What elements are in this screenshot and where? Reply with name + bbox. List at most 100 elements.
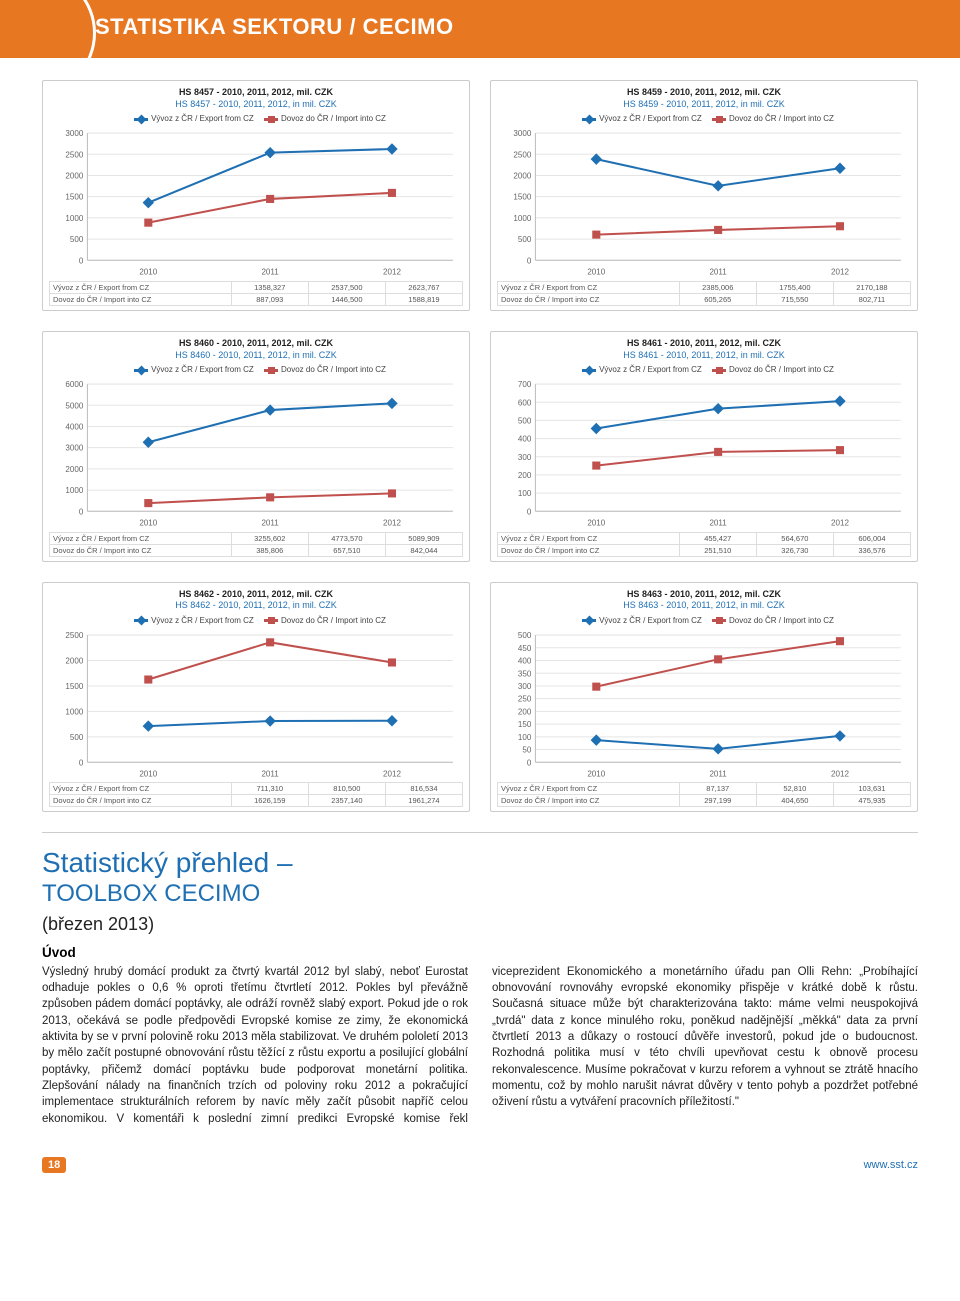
import-cell: 605,265 [679,293,756,305]
article-body: Výsledný hrubý domácí produkt za čtvrtý … [42,964,918,1127]
chart-title-black: HS 8461 - 2010, 2011, 2012, mil. CZK [497,338,911,350]
import-cell: 1446,500 [308,293,385,305]
svg-text:50: 50 [522,746,531,755]
legend-swatch-import [264,369,278,372]
chart-plot: 050010001500200025003000 201020112012 [497,127,911,278]
article-subtitle: TOOLBOX CECIMO [42,880,918,908]
export-row-label: Vývoz z ČR / Export from CZ [50,281,232,293]
svg-text:300: 300 [518,682,532,691]
svg-text:2500: 2500 [513,151,531,160]
svg-text:200: 200 [518,471,532,480]
import-cell: 802,711 [833,293,910,305]
svg-text:2011: 2011 [709,268,727,277]
chart-title-black: HS 8463 - 2010, 2011, 2012, mil. CZK [497,589,911,601]
svg-text:150: 150 [518,720,532,729]
chart-data-table: Vývoz z ČR / Export from CZ455,427564,67… [497,532,911,557]
header-band: STATISTIKA SEKTORU / CECIMO [0,0,960,58]
chart-data-table: Vývoz z ČR / Export from CZ87,13752,8101… [497,782,911,807]
chart-box-HS-8460: HS 8460 - 2010, 2011, 2012, mil. CZK HS … [42,331,470,562]
svg-text:2012: 2012 [383,519,401,528]
export-cell: 5089,909 [385,532,462,544]
export-row-label: Vývoz z ČR / Export from CZ [50,532,232,544]
import-row-label: Dovoz do ČR / Import into CZ [50,544,232,556]
svg-text:0: 0 [79,758,84,767]
import-cell: 715,550 [756,293,833,305]
svg-text:500: 500 [518,417,532,426]
footer-site: www.sst.cz [864,1159,918,1171]
page-number: 18 [42,1157,66,1173]
svg-text:450: 450 [518,644,532,653]
export-cell: 711,310 [231,783,308,795]
chart-titles: HS 8461 - 2010, 2011, 2012, mil. CZK HS … [497,338,911,361]
svg-text:300: 300 [518,453,532,462]
chart-title-black: HS 8462 - 2010, 2011, 2012, mil. CZK [49,589,463,601]
chart-title-blue: HS 8460 - 2010, 2011, 2012, in mil. CZK [49,350,463,362]
svg-text:400: 400 [518,657,532,666]
chart-title-black: HS 8460 - 2010, 2011, 2012, mil. CZK [49,338,463,350]
import-cell: 404,650 [756,795,833,807]
chart-data-table: Vývoz z ČR / Export from CZ711,310810,50… [49,782,463,807]
import-row-label: Dovoz do ČR / Import into CZ [498,544,680,556]
legend-swatch-export [582,369,596,372]
svg-text:1000: 1000 [65,707,83,716]
export-cell: 455,427 [679,532,756,544]
svg-text:2012: 2012 [831,268,849,277]
chart-box-HS-8462: HS 8462 - 2010, 2011, 2012, mil. CZK HS … [42,582,470,813]
chart-legend: Vývoz z ČR / Export from CZ Dovoz do ČR … [49,114,463,123]
svg-text:500: 500 [518,235,532,244]
chart-title-blue: HS 8457 - 2010, 2011, 2012, in mil. CZK [49,99,463,111]
export-cell: 4773,570 [308,532,385,544]
chart-data-table: Vývoz z ČR / Export from CZ3255,6024773,… [49,532,463,557]
svg-text:700: 700 [518,380,532,389]
chart-legend: Vývoz z ČR / Export from CZ Dovoz do ČR … [497,616,911,625]
svg-text:2010: 2010 [587,769,605,778]
svg-text:200: 200 [518,707,532,716]
svg-text:4000: 4000 [65,423,83,432]
chart-title-blue: HS 8463 - 2010, 2011, 2012, in mil. CZK [497,600,911,612]
svg-text:1500: 1500 [65,682,83,691]
export-cell: 52,810 [756,783,833,795]
svg-text:600: 600 [518,398,532,407]
svg-text:2000: 2000 [65,465,83,474]
svg-text:2012: 2012 [383,769,401,778]
chart-data-table: Vývoz z ČR / Export from CZ2385,0061755,… [497,281,911,306]
svg-text:0: 0 [527,758,532,767]
chart-plot: 0100020003000400050006000 201020112012 [49,378,463,529]
footer: 18 www.sst.cz [0,1147,960,1187]
export-cell: 1358,327 [231,281,308,293]
import-cell: 842,044 [385,544,462,556]
export-cell: 2385,006 [679,281,756,293]
svg-text:1500: 1500 [65,193,83,202]
chart-title-blue: HS 8461 - 2010, 2011, 2012, in mil. CZK [497,350,911,362]
export-cell: 103,631 [833,783,910,795]
chart-box-HS-8461: HS 8461 - 2010, 2011, 2012, mil. CZK HS … [490,331,918,562]
legend-swatch-import [264,118,278,121]
export-cell: 2623,767 [385,281,462,293]
chart-title-blue: HS 8459 - 2010, 2011, 2012, in mil. CZK [497,99,911,111]
export-cell: 810,500 [308,783,385,795]
svg-text:2012: 2012 [831,519,849,528]
chart-title-blue: HS 8462 - 2010, 2011, 2012, in mil. CZK [49,600,463,612]
chart-plot: 050100150200250300350400450500 201020112… [497,629,911,780]
import-cell: 1961,274 [385,795,462,807]
svg-text:1500: 1500 [513,193,531,202]
chart-box-HS-8457: HS 8457 - 2010, 2011, 2012, mil. CZK HS … [42,80,470,311]
svg-text:5000: 5000 [65,401,83,410]
import-cell: 297,199 [679,795,756,807]
import-row-label: Dovoz do ČR / Import into CZ [50,293,232,305]
export-cell: 2537,500 [308,281,385,293]
export-cell: 87,137 [679,783,756,795]
import-row-label: Dovoz do ČR / Import into CZ [498,293,680,305]
chart-plot: 050010001500200025003000 201020112012 [49,127,463,278]
export-row-label: Vývoz z ČR / Export from CZ [498,281,680,293]
svg-text:500: 500 [518,631,532,640]
svg-text:350: 350 [518,669,532,678]
chart-titles: HS 8460 - 2010, 2011, 2012, mil. CZK HS … [49,338,463,361]
svg-text:0: 0 [79,508,84,517]
import-cell: 326,730 [756,544,833,556]
export-cell: 3255,602 [231,532,308,544]
svg-text:100: 100 [518,489,532,498]
svg-text:2011: 2011 [709,769,727,778]
svg-text:2010: 2010 [139,268,157,277]
svg-text:2010: 2010 [139,519,157,528]
